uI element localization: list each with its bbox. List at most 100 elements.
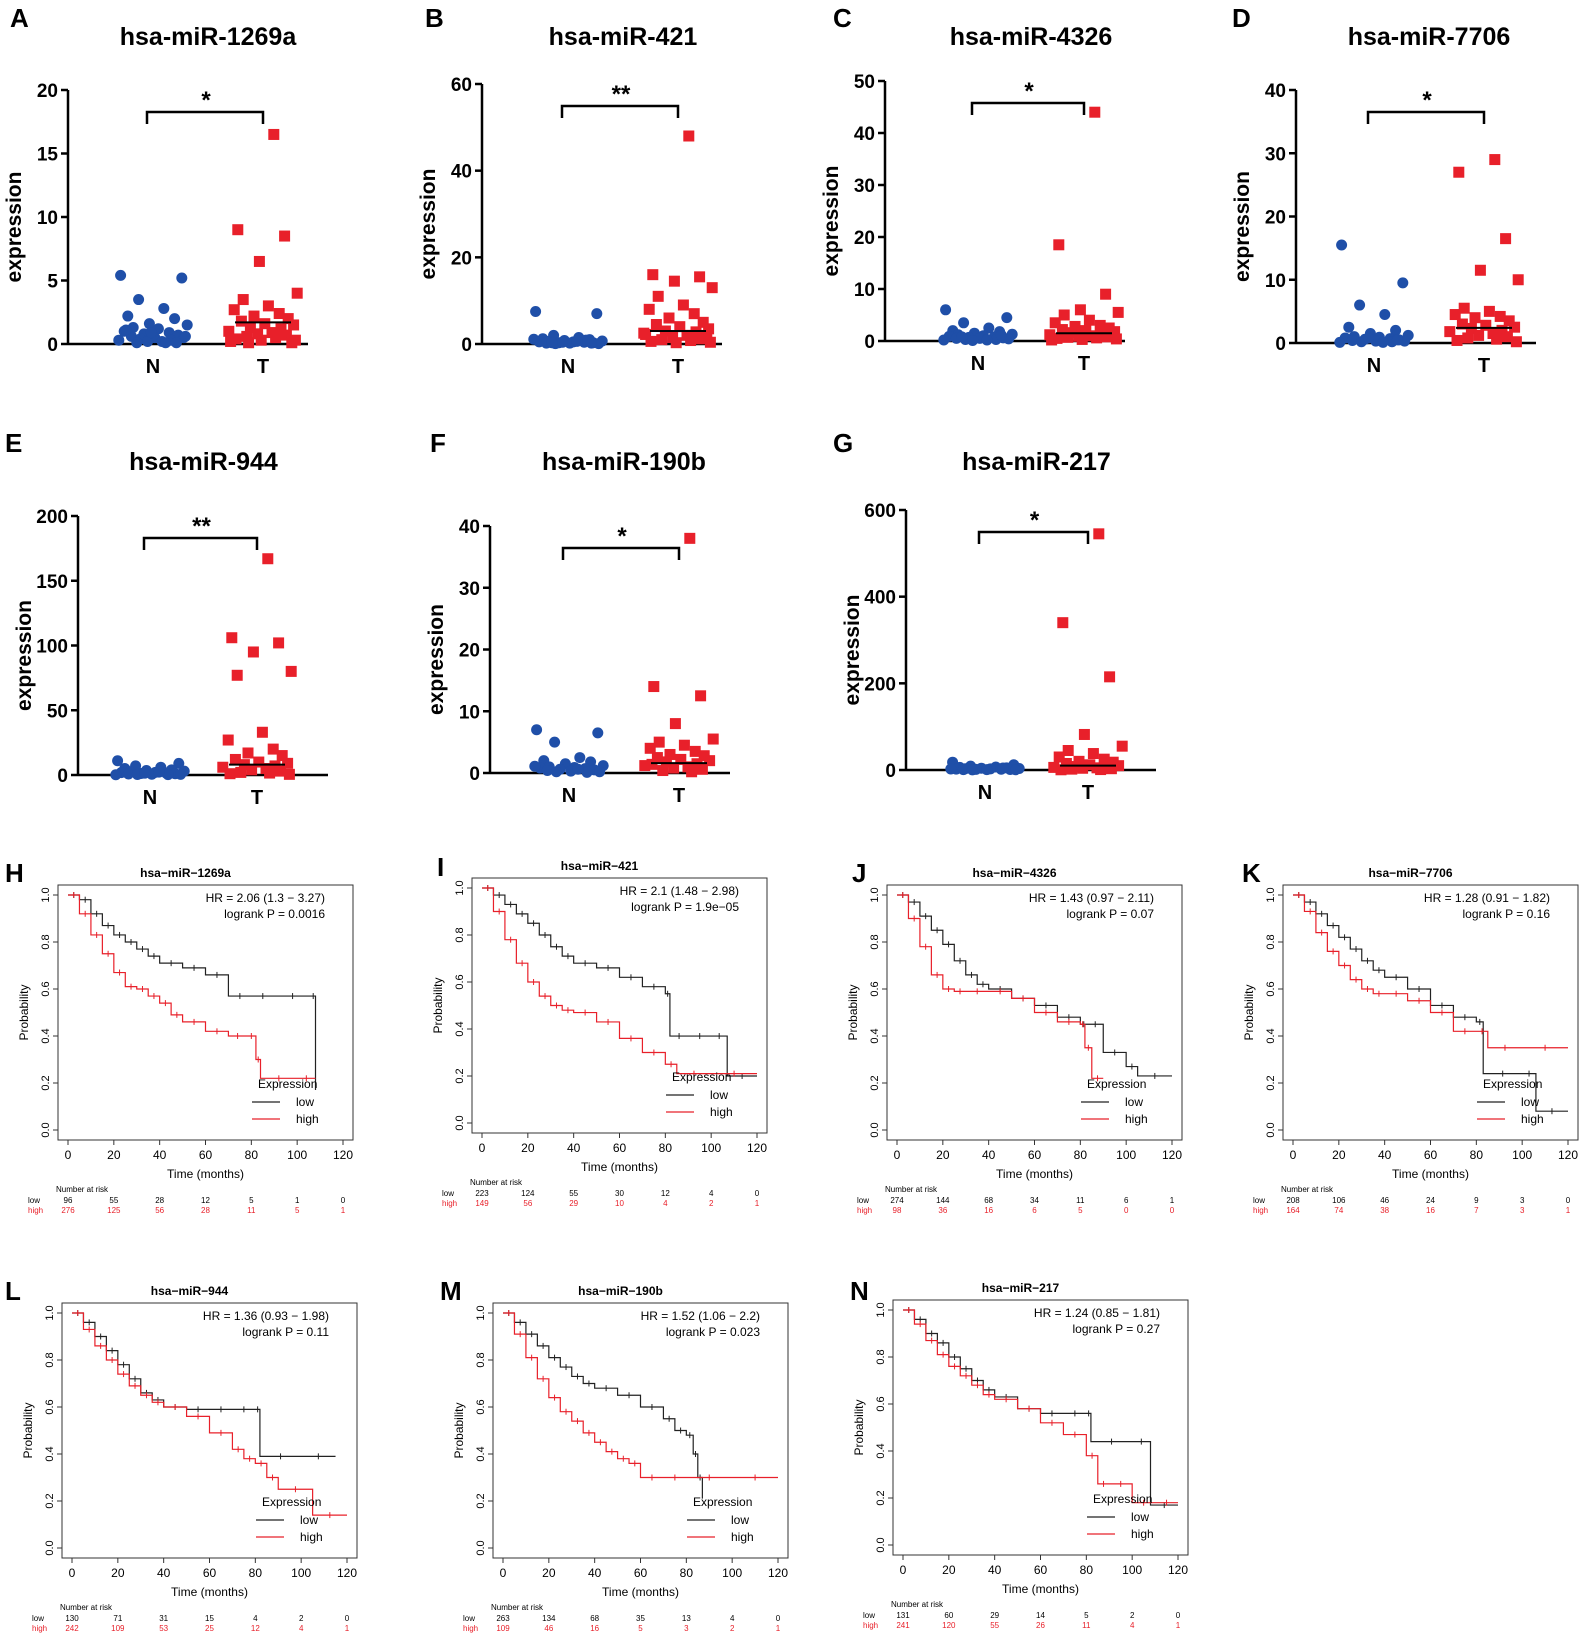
panel-letter: D [1232,3,1251,33]
y-tick-label: 1.0 [44,1305,56,1320]
y-tick-label: 200 [36,507,68,528]
y-tick-label: 0.6 [869,981,881,996]
data-point-t [1080,325,1092,337]
y-tick-label: 0.0 [454,1115,466,1130]
risk-count-low: 4 [730,1614,735,1623]
y-tick-label: 10 [459,702,480,723]
data-point-t [243,337,255,349]
x-tick-label: 20 [1332,1148,1346,1162]
y-tick-label: 0.8 [44,1352,56,1367]
data-point-t [1494,310,1506,322]
data-point-n [530,306,542,317]
x-axis-label: Time (months) [167,1167,244,1181]
data-point-t [677,299,689,311]
panel-letter: H [5,858,24,888]
data-point-t [1069,320,1081,332]
risk-row-label-low: low [863,1611,875,1620]
chart-title: hsa−miR−421 [561,859,639,873]
risk-count-low: 130 [65,1614,79,1623]
data-point-t [1509,321,1521,333]
data-point-t [1109,326,1121,338]
y-tick-label: 50 [47,701,68,722]
data-point-n [995,329,1007,341]
risk-count-high: 149 [475,1199,489,1208]
risk-table-title: Number at risk [1281,1185,1334,1194]
data-point-t [247,646,259,658]
data-point-t [246,764,258,776]
y-tick-label: 0.8 [454,927,466,942]
km-curve-high [68,894,316,1079]
legend-title: Expression [1093,1492,1152,1506]
x-tick-label: 20 [111,1566,125,1580]
data-point-t [1116,740,1128,752]
data-point-t [668,275,680,287]
risk-row-label-high: high [857,1206,872,1215]
data-point-n [572,763,584,775]
y-tick-label: 20 [459,641,480,662]
risk-count-high: 74 [1334,1206,1343,1215]
risk-count-low: 55 [109,1196,118,1205]
data-point-n [1336,239,1348,251]
data-point-n [1363,332,1375,344]
data-point-t [1098,753,1110,765]
risk-count-low: 208 [1286,1196,1300,1205]
legend-title: Expression [1087,1077,1146,1091]
x-tick-label-n: N [971,353,985,375]
x-tick-label: 40 [982,1148,996,1162]
y-tick-label: 0 [885,761,896,782]
risk-count-high: 2 [730,1624,735,1633]
y-tick-label: 60 [451,75,472,96]
data-point-t [697,316,709,328]
y-tick-label: 0.0 [475,1540,487,1555]
risk-count-low: 68 [590,1614,599,1623]
x-tick-label: 60 [1034,1563,1048,1577]
risk-table-title: Number at risk [470,1178,523,1187]
y-tick-label: 0.0 [40,1122,52,1137]
data-point-t [229,753,241,765]
data-point-n [966,764,978,776]
legend-title: Expression [672,1070,731,1084]
data-point-n [997,762,1009,774]
data-point-n [139,767,151,779]
risk-count-low: 71 [113,1614,122,1623]
significance-label: ** [612,81,631,108]
y-tick-label: 10 [1265,271,1286,292]
data-point-t [1112,306,1124,318]
data-point-t [235,315,247,327]
y-tick-label: 30 [459,579,480,600]
legend-label-high: high [300,1530,323,1544]
y-tick-label: 0.0 [1265,1122,1277,1137]
data-point-t [244,321,256,333]
data-point-n [176,272,188,284]
risk-count-low: 223 [475,1189,489,1198]
risk-count-high: 46 [544,1624,553,1633]
data-point-t [689,745,701,757]
x-tick-label: 80 [1470,1148,1484,1162]
data-point-n [153,766,165,778]
risk-count-high: 0 [1170,1206,1175,1215]
data-point-t [1076,333,1088,345]
data-point-t [1496,324,1508,336]
x-tick-label: 100 [1116,1148,1136,1162]
data-point-n [173,757,185,769]
risk-row-label-high: high [1253,1206,1268,1215]
logrank-text: logrank P = 0.27 [1072,1322,1160,1336]
y-tick-label: 10 [854,280,875,301]
chart-title: hsa−miR−4326 [972,866,1056,880]
risk-count-low: 1 [295,1196,300,1205]
km-curve-high [1293,894,1568,1049]
y-tick-label: 150 [36,572,68,593]
y-axis-label: expression [1231,171,1254,282]
data-point-t [1100,288,1112,300]
x-tick-label: 120 [1168,1563,1188,1577]
data-point-t [644,742,656,754]
risk-count-low: 35 [636,1614,645,1623]
y-axis-label: Probability [17,984,31,1040]
data-point-n [1010,764,1022,776]
x-tick-label: 0 [894,1148,901,1162]
data-point-t [259,318,271,330]
data-point-n [179,330,191,342]
risk-count-high: 10 [615,1199,624,1208]
data-point-t [226,632,238,644]
